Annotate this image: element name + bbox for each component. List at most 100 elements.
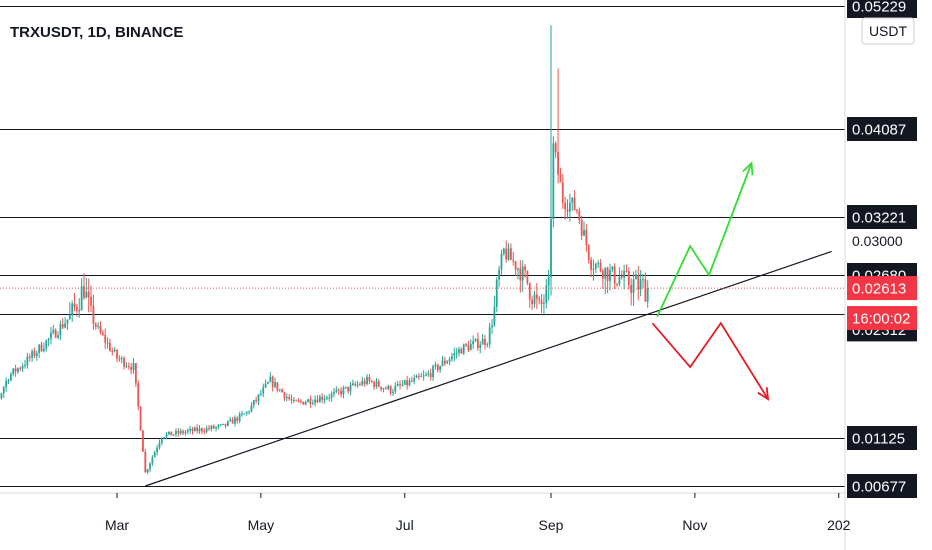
candle: [594, 262, 597, 273]
candle: [493, 295, 496, 327]
candle: [50, 326, 52, 345]
candle: [201, 427, 203, 435]
candle: [276, 382, 279, 393]
candle: [418, 373, 420, 380]
candle: [165, 432, 168, 440]
currency-button-label[interactable]: USDT: [869, 23, 908, 39]
bearish-arrow-head: [757, 387, 770, 401]
candle: [465, 342, 467, 347]
candle: [557, 68, 559, 184]
candle: [92, 294, 95, 330]
candle: [307, 398, 309, 403]
candle: [66, 319, 69, 330]
candle: [446, 359, 449, 364]
candle: [495, 277, 498, 313]
candle: [198, 425, 201, 434]
candle: [387, 384, 390, 391]
candle: [597, 260, 600, 268]
candle: [45, 339, 48, 352]
candle: [12, 368, 15, 377]
bearish-arrow: [651, 321, 769, 400]
candle: [57, 331, 59, 340]
candle: [87, 278, 90, 313]
candle: [337, 388, 340, 395]
candle: [61, 318, 64, 330]
candle: [248, 410, 250, 415]
candle: [118, 355, 121, 362]
candle: [606, 266, 609, 293]
candle: [78, 298, 81, 318]
candle: [274, 377, 276, 389]
candle: [311, 399, 314, 406]
candle: [281, 388, 284, 393]
candle: [576, 209, 578, 214]
candle: [344, 386, 347, 390]
candle: [377, 379, 380, 388]
candle: [505, 240, 508, 263]
x-tick-label: Mar: [105, 517, 129, 533]
candle: [28, 353, 31, 362]
candle: [245, 411, 248, 416]
candle: [498, 265, 501, 288]
candle: [177, 427, 180, 437]
candle: [425, 371, 427, 377]
candle: [524, 264, 526, 278]
current-price-tag-text: 0.02613: [852, 281, 906, 298]
trendline-layer: [145, 250, 832, 487]
candle: [153, 450, 156, 458]
candle: [316, 395, 319, 404]
candle: [373, 380, 375, 391]
candle: [295, 399, 298, 402]
y-axis-label: 0.05229: [847, 0, 917, 18]
y-axis-label: 0.01125: [847, 426, 917, 450]
candle: [564, 196, 567, 220]
y-axis-label: 0.03221: [847, 205, 917, 229]
y-axis-label: 0.00677: [847, 474, 917, 498]
candle: [476, 332, 479, 352]
candle: [19, 366, 22, 371]
currency-button[interactable]: USDT: [861, 17, 915, 45]
candle: [330, 391, 333, 402]
candle: [302, 401, 305, 405]
candle: [116, 348, 118, 363]
candle: [132, 358, 135, 374]
candle: [467, 340, 470, 353]
y-axis-label: 0.03000: [852, 233, 903, 249]
candle: [170, 431, 173, 436]
candle: [217, 423, 220, 430]
candle: [5, 377, 8, 392]
candle: [99, 321, 102, 335]
candle: [318, 394, 321, 403]
candle: [543, 294, 545, 316]
candle: [488, 322, 491, 349]
candle: [7, 378, 10, 384]
candle: [514, 260, 517, 277]
candle: [167, 431, 170, 436]
candle: [255, 396, 258, 404]
candle: [38, 344, 41, 358]
candle: [540, 293, 543, 314]
price-axis[interactable]: 0.052290.040870.032210.030000.026800.023…: [847, 0, 917, 498]
candle: [85, 277, 88, 299]
candle: [54, 328, 57, 339]
candle: [382, 387, 385, 393]
candle: [340, 386, 342, 398]
candle: [408, 377, 411, 387]
candle: [366, 374, 368, 386]
candle: [455, 347, 458, 359]
candle: [604, 267, 607, 295]
candle: [434, 361, 437, 370]
candle: [326, 395, 328, 401]
candle: [356, 380, 359, 388]
candle: [394, 382, 397, 394]
candle: [59, 320, 62, 340]
candle: [347, 386, 350, 395]
candle: [9, 371, 12, 382]
support-trendline: [145, 250, 832, 487]
candle: [406, 375, 409, 390]
candle: [429, 368, 432, 381]
candle: [130, 362, 133, 375]
candle: [642, 274, 644, 288]
candle: [94, 322, 97, 330]
